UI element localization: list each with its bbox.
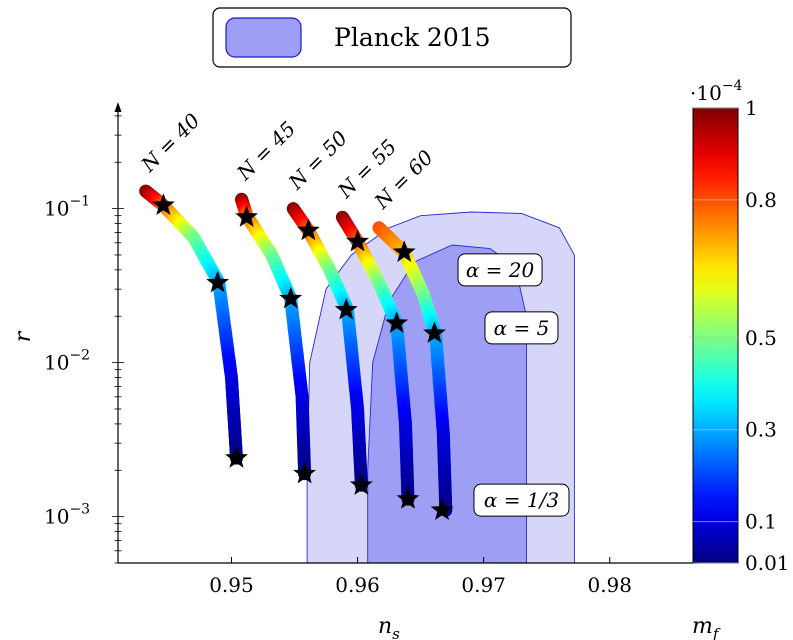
colorbar-tick-label: 0.5: [745, 326, 777, 350]
n-labels: N = 40 N = 45N = 50N = 55N = 60: [136, 108, 438, 214]
star-marker: [349, 473, 373, 495]
axes: [114, 102, 698, 564]
colorbar-tick-label: 0.01: [745, 551, 790, 575]
series-2: [235, 192, 312, 481]
alpha-annotations: α = 20 α = 5 α = 1/3: [457, 253, 570, 517]
legend-label: Planck 2015: [334, 23, 491, 52]
star-marker: [293, 461, 316, 484]
star-marker: [334, 297, 358, 320]
annotation-1: α = 20: [457, 253, 543, 287]
star-marker: [346, 229, 369, 252]
star-marker: [423, 321, 446, 343]
colorbar-tick-label: 0.3: [745, 418, 777, 442]
annotation-text: α = 5: [494, 316, 550, 340]
y-tick-label: 10−1: [44, 194, 90, 221]
colorbar-tick-label: 0.8: [745, 188, 777, 212]
series-label-1: N = 40: [136, 108, 205, 177]
annotation-3: α = 1/3: [473, 483, 570, 517]
legend-swatch: [225, 17, 302, 58]
legend-box: [212, 7, 572, 68]
annotation-text: α = 20: [466, 258, 535, 282]
star-marker: [225, 446, 248, 468]
annotation-2: α = 5: [484, 311, 559, 345]
x-ticks: 0.95 0.96 0.97 0.98: [209, 557, 632, 597]
star-marker: [206, 270, 229, 293]
colorbar-scale: ·10−4: [690, 78, 743, 105]
legend: Planck 2015: [212, 7, 572, 68]
star-marker: [279, 286, 303, 309]
x-tick-label: 0.96: [335, 573, 380, 597]
y-axis-label: r: [11, 330, 36, 342]
star-marker: [430, 498, 454, 520]
star-marker: [235, 205, 258, 227]
y-ticks: 10−3 10−2 10−1: [44, 115, 124, 564]
colorbar-gradient: [692, 107, 739, 564]
colorbar-tick-label: 1: [745, 96, 758, 120]
x-axis-label: ns: [378, 614, 400, 640]
colorbar: 1 0.8 0.5 0.3 0.1 0.01 ·10−4 mf: [690, 78, 790, 640]
y-tick-label: 10−2: [44, 348, 90, 375]
star-marker: [396, 487, 420, 509]
annotation-text: α = 1/3: [484, 488, 559, 512]
colorbar-label: mf: [692, 614, 721, 640]
series-1: [139, 184, 243, 465]
y-axis-arrow: [114, 102, 122, 112]
x-tick-label: 0.97: [461, 573, 506, 597]
colorbar-tick-label: 0.1: [745, 510, 777, 534]
star-markers: [152, 193, 454, 520]
x-tick-label: 0.98: [587, 573, 632, 597]
star-marker: [392, 240, 416, 263]
star-marker: [297, 218, 320, 241]
star-marker: [152, 193, 175, 215]
x-tick-label: 0.95: [209, 573, 254, 597]
y-tick-label: 10−3: [44, 502, 90, 529]
colorbar-ticks: 1 0.8 0.5 0.3 0.1 0.01: [693, 96, 790, 575]
star-marker: [385, 311, 409, 333]
